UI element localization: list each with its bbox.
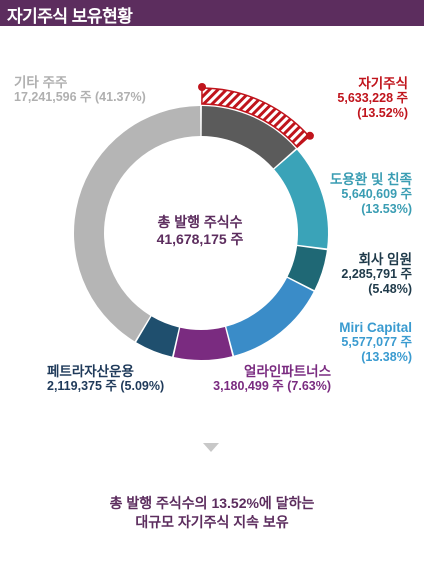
donut-slice-1 xyxy=(274,149,329,249)
label-petra-shares: 2,119,375 주 (5.09%) xyxy=(47,379,165,393)
label-do-family-shares: 5,640,609 주 xyxy=(341,187,412,201)
center-value: 41,678,175 주 xyxy=(156,231,244,247)
label-treasury-name: 자기주식 xyxy=(358,76,408,91)
label-executives-shares: 2,285,791 주 xyxy=(341,267,412,281)
highlight-dot-1 xyxy=(305,131,314,140)
label-miri-shares: 5,577,077 주 xyxy=(341,335,412,349)
label-treasury-stock: 자기주식 5,633,228 주 (13.52%) xyxy=(337,76,408,121)
label-miri-capital: Miri Capital 5,577,077 주 (13.38%) xyxy=(339,320,412,365)
donut-slice-5 xyxy=(136,316,179,357)
label-align-shares: 3,180,499 주 (7.63%) xyxy=(213,379,331,393)
label-executives-percent: (5.48%) xyxy=(368,282,412,296)
label-do-family: 도용환 및 친족 5,640,609 주 (13.53%) xyxy=(330,172,412,217)
donut-slice-3 xyxy=(226,277,314,356)
label-others: 기타 주주 17,241,596 주 (41.37%) xyxy=(14,75,146,105)
donut-slice-0 xyxy=(201,106,296,169)
donut-slice-2 xyxy=(287,246,327,291)
label-treasury-shares: 5,633,228 주 xyxy=(337,91,408,105)
donut-chart xyxy=(73,83,329,361)
summary-line-2: 대규모 자기주식 지속 보유 xyxy=(135,514,289,530)
label-others-shares: 17,241,596 주 (41.37%) xyxy=(14,90,146,104)
highlight-band xyxy=(201,87,311,149)
down-arrow-icon xyxy=(203,443,219,452)
label-do-family-percent: (13.53%) xyxy=(361,202,412,216)
center-label: 총 발행 주식수 41,678,175 주 xyxy=(120,214,280,248)
center-title: 총 발행 주식수 xyxy=(157,214,243,230)
donut-slice-4 xyxy=(173,326,233,361)
highlight-dot-0 xyxy=(198,83,207,92)
label-executives-name: 회사 임원 xyxy=(358,252,412,267)
label-do-family-name: 도용환 및 친족 xyxy=(329,172,412,187)
label-align-partners: 얼라인파트너스 3,180,499 주 (7.63%) xyxy=(199,364,331,394)
header-bar: 자기주식 보유현황 xyxy=(0,0,424,26)
label-miri-percent: (13.38%) xyxy=(361,350,412,364)
label-petra-name: 페트라자산운용 xyxy=(47,364,134,379)
label-align-name: 얼라인파트너스 xyxy=(244,364,331,379)
page-title: 자기주식 보유현황 xyxy=(7,7,133,26)
label-others-name: 기타 주주 xyxy=(14,75,68,90)
label-miri-name: Miri Capital xyxy=(339,320,412,335)
label-executives: 회사 임원 2,285,791 주 (5.48%) xyxy=(341,252,412,297)
summary-line-1: 총 발행 주식수의 13.52%에 달하는 xyxy=(109,495,315,511)
label-treasury-percent: (13.52%) xyxy=(357,106,408,120)
label-petra: 페트라자산운용 2,119,375 주 (5.09%) xyxy=(47,364,164,394)
summary-text: 총 발행 주식수의 13.52%에 달하는 대규모 자기주식 지속 보유 xyxy=(0,494,424,532)
donut-slice-6 xyxy=(73,106,201,342)
